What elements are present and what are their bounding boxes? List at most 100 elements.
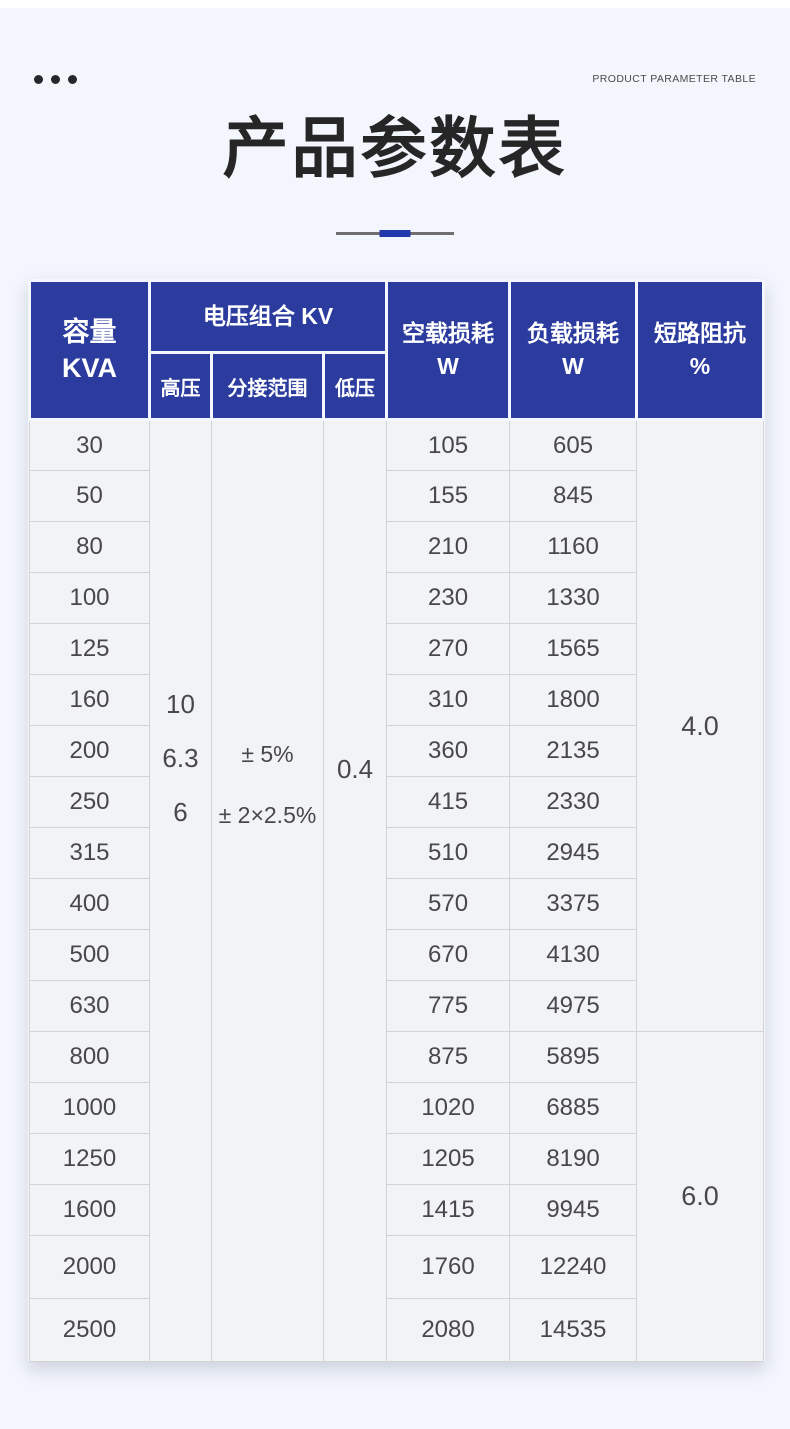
tap-value: ± 5%	[241, 741, 294, 767]
noload-cell: 1020	[386, 1082, 511, 1134]
divider-accent	[379, 230, 411, 237]
noload-cell: 670	[386, 929, 511, 981]
load-cell: 14535	[509, 1298, 638, 1362]
kva-cell: 500	[29, 929, 150, 981]
load-cell: 6885	[509, 1082, 638, 1134]
kva-cell: 200	[29, 725, 150, 777]
product-parameter-table: 容量 KVA 电压组合 KV 空载损耗 W 负载损耗 W 短路阻抗 % 高压 分…	[28, 279, 766, 1362]
load-cell: 5895	[509, 1031, 638, 1083]
header-impedance-line1: 短路阻抗	[654, 320, 747, 346]
header-capacity-line2: KVA	[61, 353, 117, 383]
load-cell: 3375	[509, 878, 638, 930]
load-cell: 845	[509, 470, 638, 522]
kva-cell: 800	[29, 1031, 150, 1083]
table-row: 200 360 2135	[29, 725, 764, 777]
noload-cell: 310	[386, 674, 511, 726]
noload-cell: 1415	[386, 1184, 511, 1236]
table-row: 1000 1020 6885	[29, 1082, 764, 1134]
header-load-loss: 负载损耗 W	[508, 279, 639, 421]
noload-cell: 1760	[386, 1235, 511, 1299]
header-noload-line2: W	[437, 353, 459, 379]
eng-subtitle: PRODUCT PARAMETER TABLE	[592, 73, 756, 85]
load-cell: 605	[509, 419, 638, 471]
header-load-line2: W	[562, 353, 584, 379]
three-dots-icon	[34, 74, 77, 84]
dot-icon	[68, 74, 77, 84]
load-cell: 2945	[509, 827, 638, 879]
load-cell: 8190	[509, 1133, 638, 1185]
noload-cell: 2080	[386, 1298, 511, 1362]
noload-cell: 270	[386, 623, 511, 675]
header-voltage-group: 电压组合 KV	[147, 279, 389, 354]
load-cell: 9945	[509, 1184, 638, 1236]
header-impedance: 短路阻抗 %	[635, 279, 766, 421]
hv-value: 10	[166, 689, 195, 719]
noload-cell: 155	[386, 470, 511, 522]
noload-cell: 570	[386, 878, 511, 930]
table-row: 2000 1760 12240	[29, 1235, 764, 1299]
header-capacity: 容量 KVA	[28, 279, 151, 421]
noload-cell: 775	[386, 980, 511, 1032]
noload-cell: 510	[386, 827, 511, 879]
table-row: 315 510 2945	[29, 827, 764, 879]
table-row: 1250 1205 8190	[29, 1133, 764, 1185]
title-divider	[0, 230, 790, 237]
impedance-group1-cell: 4.0	[636, 419, 765, 1032]
kva-cell: 160	[29, 674, 150, 726]
hv-value: 6	[173, 797, 188, 827]
noload-cell: 360	[386, 725, 511, 777]
kva-cell: 80	[29, 521, 150, 573]
noload-cell: 105	[386, 419, 511, 471]
table-row: 80 210 1160	[29, 521, 764, 573]
tap-range-values-cell: ± 5% ± 2×2.5%	[211, 419, 324, 1362]
kva-cell: 2500	[29, 1298, 150, 1362]
load-cell: 1160	[509, 521, 638, 573]
kva-cell: 1250	[29, 1133, 150, 1185]
table-row: 630 775 4975	[29, 980, 764, 1032]
kva-cell: 315	[29, 827, 150, 879]
kva-cell: 50	[29, 470, 150, 522]
load-cell: 12240	[509, 1235, 638, 1299]
tap-value: ± 2×2.5%	[218, 802, 317, 828]
table-row: 250 415 2330	[29, 776, 764, 828]
impedance-group2-cell: 6.0	[636, 1031, 765, 1362]
high-voltage-values-cell: 10 6.3 6	[149, 419, 212, 1362]
noload-cell: 415	[386, 776, 511, 828]
header-noload-line1: 空载损耗	[402, 320, 495, 346]
noload-cell: 230	[386, 572, 511, 624]
kva-cell: 1600	[29, 1184, 150, 1236]
header-high-voltage: 高压	[148, 351, 213, 421]
load-cell: 2135	[509, 725, 638, 777]
low-voltage-value-cell: 0.4	[322, 419, 388, 1362]
load-cell: 1800	[509, 674, 638, 726]
load-cell: 1565	[509, 623, 638, 675]
load-cell: 1330	[509, 572, 638, 624]
load-cell: 4130	[509, 929, 638, 981]
kva-cell: 2000	[29, 1235, 150, 1299]
header-load-line1: 负载损耗	[527, 320, 620, 346]
kva-cell: 400	[29, 878, 150, 930]
table-row: 1600 1415 9945	[29, 1184, 764, 1236]
noload-cell: 210	[386, 521, 511, 573]
table-row: 160 310 1800	[29, 674, 764, 726]
table-row: 125 270 1565	[29, 623, 764, 675]
header-noload-loss: 空载损耗 W	[385, 279, 512, 421]
page-title: 产品参数表	[222, 111, 568, 185]
dot-icon	[51, 74, 60, 84]
noload-cell: 875	[386, 1031, 511, 1083]
load-cell: 4975	[509, 980, 638, 1032]
table-row: 2500 2080 14535	[29, 1298, 764, 1362]
kva-cell: 100	[29, 572, 150, 624]
dot-icon	[34, 74, 43, 84]
table-row: 30 10 6.3 6 ± 5% ± 2×2.5% 0.4 105 605 4.…	[29, 419, 765, 1362]
table-row: 800 875 5895 6.0	[29, 1031, 765, 1362]
table-row: 100 230 1330	[29, 572, 764, 624]
header-impedance-line2: %	[689, 353, 711, 379]
noload-cell: 1205	[386, 1133, 511, 1185]
header-tap-range: 分接范围	[210, 351, 325, 421]
load-cell: 2330	[509, 776, 638, 828]
kva-cell: 125	[29, 623, 150, 675]
hv-value: 6.3	[162, 743, 199, 773]
meta-row: PRODUCT PARAMETER TABLE	[34, 72, 756, 86]
kva-cell: 30	[29, 419, 150, 471]
